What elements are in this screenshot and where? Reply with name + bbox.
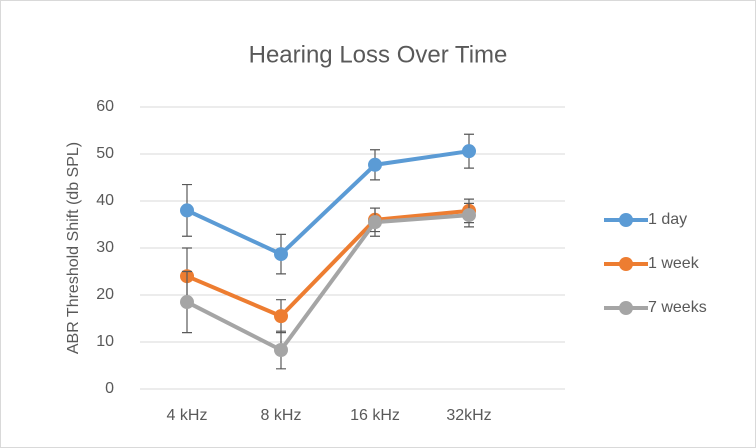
y-tick-label: 20 <box>96 286 114 303</box>
legend-marker <box>619 213 633 227</box>
series-line <box>186 213 470 352</box>
x-tick-label: 8 kHz <box>261 407 302 424</box>
data-point <box>368 157 382 172</box>
legend-label: 7 weeks <box>648 299 707 316</box>
data-point <box>462 208 476 223</box>
legend-label: 1 day <box>648 211 687 228</box>
y-tick-label: 60 <box>96 98 114 115</box>
x-tick-label: 32kHz <box>446 407 491 424</box>
data-point <box>274 247 288 262</box>
data-point <box>462 144 476 159</box>
data-point <box>180 295 194 310</box>
data-point <box>274 342 288 357</box>
x-tick-label: 4 kHz <box>167 407 208 424</box>
y-tick-label: 30 <box>96 239 114 256</box>
data-point <box>180 203 194 218</box>
y-tick-label: 50 <box>96 145 114 162</box>
chart-title: Hearing Loss Over Time <box>249 41 508 68</box>
legend-marker <box>619 257 633 271</box>
legend-marker <box>619 301 633 315</box>
y-tick-label: 10 <box>96 333 114 350</box>
y-tick-label: 40 <box>96 192 114 209</box>
data-point <box>368 215 382 230</box>
y-tick-label: 0 <box>105 380 114 397</box>
data-point <box>274 309 288 324</box>
series-line <box>186 208 470 319</box>
y-axis-label: ABR Threshold Shift (db SPL) <box>65 142 82 354</box>
series-line <box>186 149 470 257</box>
legend-label: 1 week <box>648 255 700 272</box>
x-tick-label: 16 kHz <box>350 407 400 424</box>
